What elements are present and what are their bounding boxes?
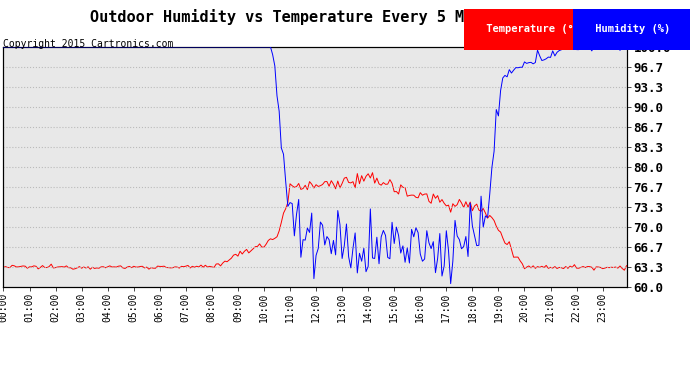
Text: Copyright 2015 Cartronics.com: Copyright 2015 Cartronics.com (3, 39, 174, 50)
Text: Temperature (°F): Temperature (°F) (480, 24, 592, 34)
Text: Outdoor Humidity vs Temperature Every 5 Minutes 20150830: Outdoor Humidity vs Temperature Every 5 … (90, 9, 600, 26)
Text: Humidity (%): Humidity (%) (589, 24, 676, 34)
